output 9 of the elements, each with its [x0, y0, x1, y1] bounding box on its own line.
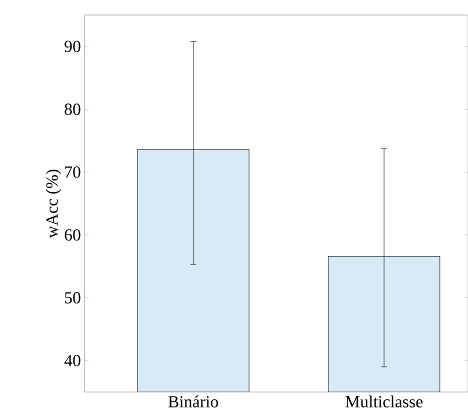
y-axis-title: wAcc (%) — [46, 170, 62, 238]
y-tick-label: 50 — [65, 292, 80, 304]
x-tick-label: Binário — [168, 396, 218, 408]
x-tick-label: Multiclasse — [345, 396, 423, 408]
y-tick-label: 70 — [65, 166, 80, 178]
y-tick-label: 80 — [64, 104, 80, 115]
y-tick-label: 90 — [64, 40, 80, 52]
y-tick-label: 40 — [64, 354, 80, 366]
y-tick-label: 60 — [64, 229, 80, 241]
